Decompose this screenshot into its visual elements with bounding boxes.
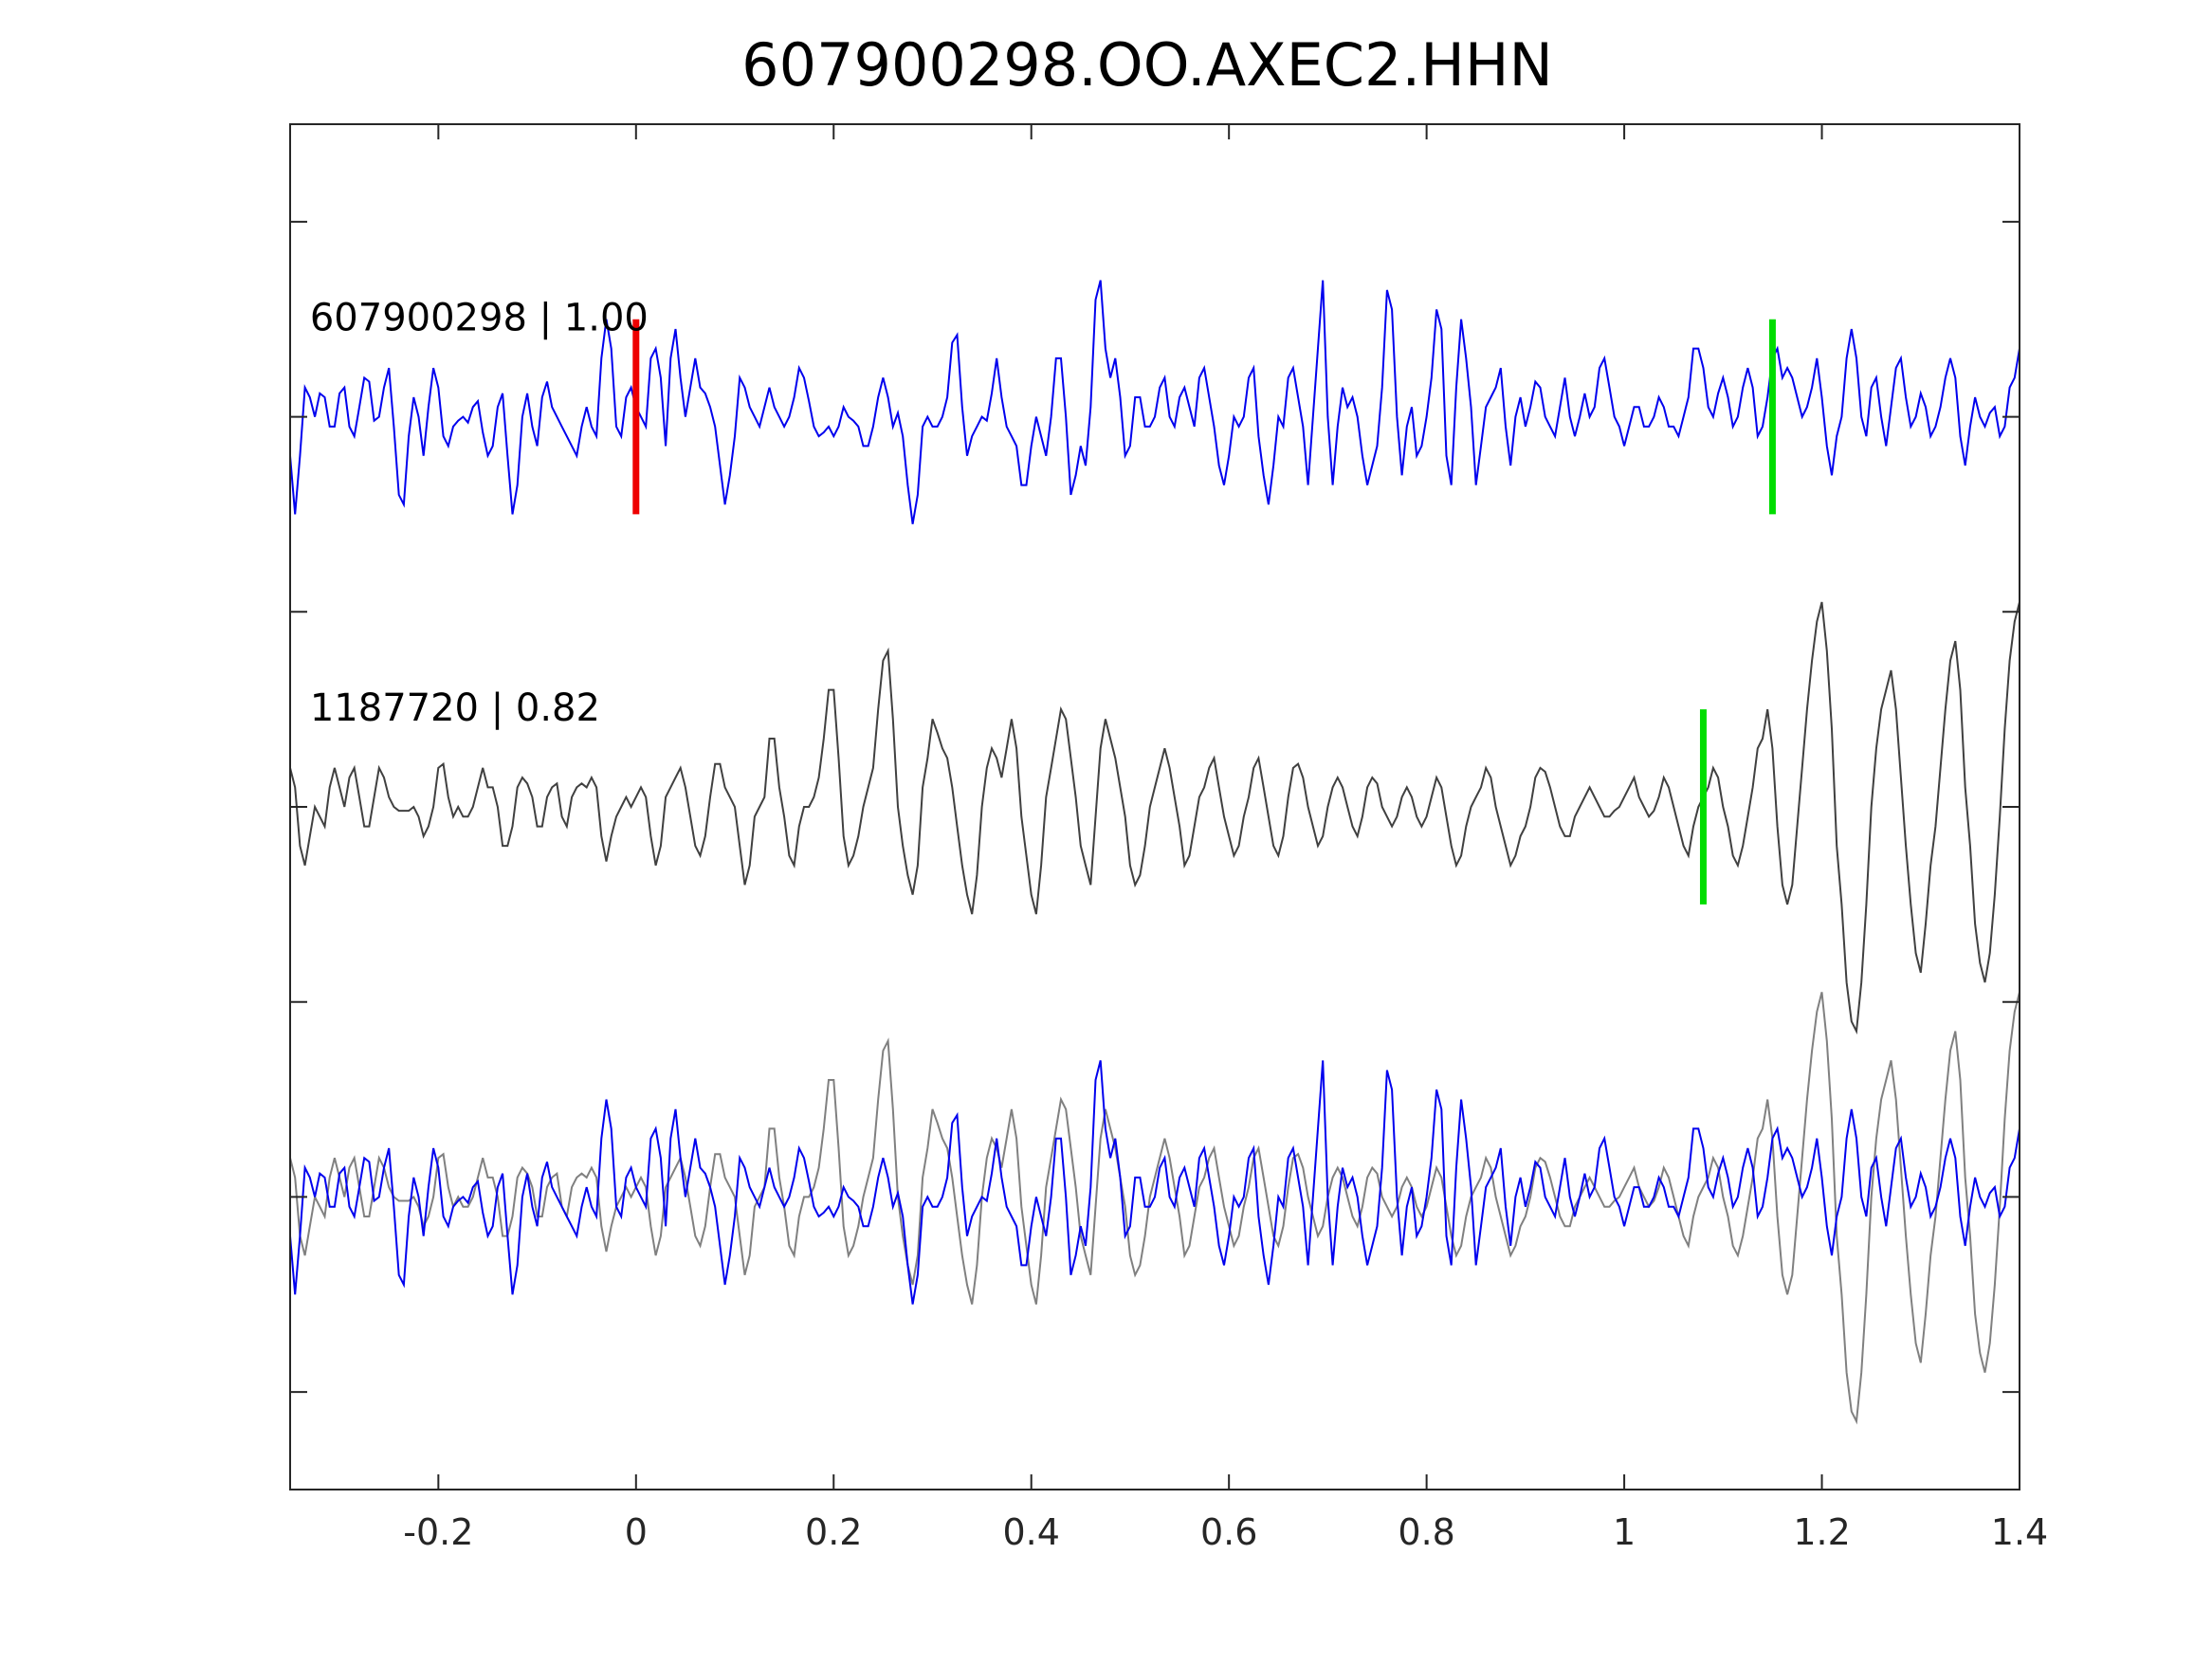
chart-title: 607900298.OO.AXEC2.HHN [741,30,1553,100]
axis-ticks: -0.2 0 0.2 0.4 0.6 0.8 1 1.2 1.4 [290,124,2048,1553]
x-tick-label: 0.4 [1002,1511,1059,1553]
series-template-trace-middle [289,601,2020,1035]
x-tick-label: 0 [625,1511,648,1553]
plot-area: 607900298 | 1.00 1187720 | 0.82 [289,280,2020,1425]
x-tick-label: 0.6 [1200,1511,1257,1553]
panel-label: 1187720 | 0.82 [310,686,600,730]
series-event-overlay-bottom [289,1060,2020,1305]
x-tick-label: 1.2 [1793,1511,1850,1553]
x-tick-label: 0.2 [805,1511,862,1553]
series-template-overlay-bottom [289,992,2020,1425]
x-tick-label: -0.2 [403,1511,473,1553]
x-tick-label: 1 [1613,1511,1636,1553]
series-event-trace-top [289,280,2020,524]
x-tick-label: 0.8 [1398,1511,1454,1553]
x-tick-label: 1.4 [1991,1511,2048,1553]
panel-label: 607900298 | 1.00 [310,297,649,340]
